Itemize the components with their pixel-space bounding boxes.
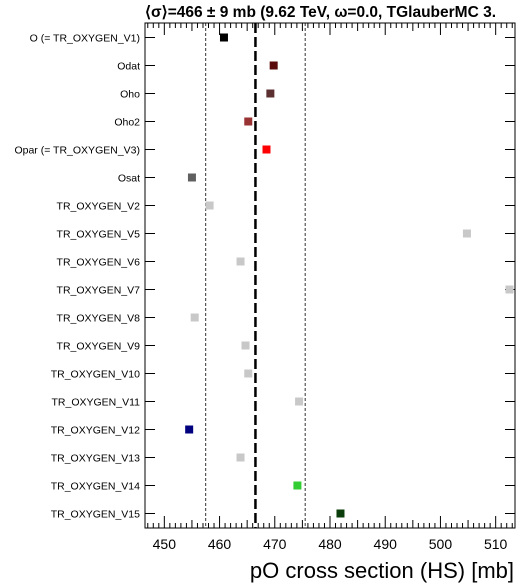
data-point bbox=[505, 286, 513, 294]
chart-title: ⟨σ⟩=466 ± 9 mb (9.62 TeV, ω=0.0, TGlaube… bbox=[145, 4, 496, 21]
data-point bbox=[242, 342, 250, 350]
x-tick-label: 490 bbox=[374, 536, 398, 552]
x-tick-label: 450 bbox=[153, 536, 177, 552]
data-point bbox=[266, 90, 274, 98]
data-point bbox=[295, 398, 303, 406]
category-label: Odat bbox=[117, 61, 140, 73]
category-label: Oho2 bbox=[114, 117, 140, 129]
category-label: Oho bbox=[120, 89, 140, 101]
category-label: O (= TR_OXYGEN_V1) bbox=[30, 33, 140, 45]
x-tick-label: 500 bbox=[429, 536, 453, 552]
category-label: TR_OXYGEN_V11 bbox=[51, 397, 140, 409]
category-label: TR_OXYGEN_V13 bbox=[51, 453, 140, 465]
data-point bbox=[262, 146, 270, 154]
data-point bbox=[185, 426, 193, 434]
category-label: TR_OXYGEN_V15 bbox=[51, 509, 140, 521]
data-point bbox=[237, 454, 245, 462]
category-label: TR_OXYGEN_V8 bbox=[57, 313, 141, 325]
data-point bbox=[206, 202, 214, 210]
category-label: Opar (= TR_OXYGEN_V3) bbox=[14, 145, 140, 157]
category-label: TR_OXYGEN_V9 bbox=[57, 341, 141, 353]
data-point bbox=[244, 118, 252, 126]
category-label: TR_OXYGEN_V7 bbox=[57, 285, 141, 297]
plot-frame bbox=[145, 23, 515, 528]
data-point bbox=[463, 230, 471, 238]
category-label: TR_OXYGEN_V14 bbox=[51, 481, 140, 493]
category-label: Osat bbox=[118, 173, 140, 185]
category-label: TR_OXYGEN_V6 bbox=[57, 257, 141, 269]
category-label: TR_OXYGEN_V10 bbox=[51, 369, 140, 381]
x-tick-label: 470 bbox=[263, 536, 287, 552]
category-labels: O (= TR_OXYGEN_V1) Odat Oho Oho2 Opar (= TR_… bbox=[14, 33, 140, 521]
x-tick-labels: 450 460 470 480 490 500 510 bbox=[153, 536, 508, 552]
data-point bbox=[188, 174, 196, 182]
x-axis-ticks bbox=[148, 23, 512, 528]
category-label: TR_OXYGEN_V5 bbox=[57, 229, 141, 241]
y-axis-ticks bbox=[145, 38, 515, 514]
data-point bbox=[336, 510, 344, 518]
x-axis-label: pO cross section (HS) [mb] bbox=[250, 558, 514, 583]
data-point bbox=[293, 482, 301, 490]
x-tick-label: 480 bbox=[318, 536, 342, 552]
x-tick-label: 510 bbox=[484, 536, 508, 552]
category-label: TR_OXYGEN_V2 bbox=[57, 201, 141, 213]
data-markers bbox=[185, 34, 513, 518]
x-tick-label: 460 bbox=[208, 536, 232, 552]
data-point bbox=[270, 62, 278, 70]
data-point bbox=[237, 258, 245, 266]
data-point bbox=[220, 34, 228, 42]
data-point bbox=[191, 314, 199, 322]
data-point bbox=[244, 370, 252, 378]
category-label: TR_OXYGEN_V12 bbox=[51, 425, 140, 437]
